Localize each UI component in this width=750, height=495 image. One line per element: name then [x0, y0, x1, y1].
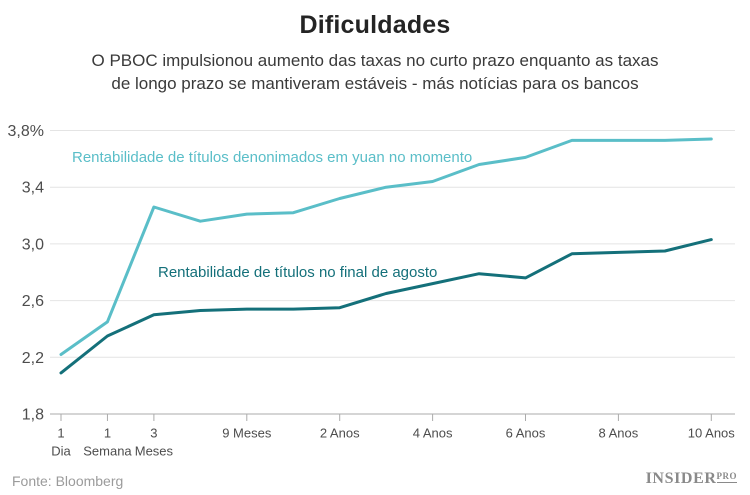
chart-subtitle: O PBOC impulsionou aumento das taxas no … [0, 50, 750, 95]
y-axis-label: 2,2 [22, 350, 44, 367]
y-axis-label: 3,0 [22, 236, 44, 253]
y-axis-label: 3,4 [22, 180, 44, 197]
y-axis-label: 3,8% [8, 123, 44, 140]
insiderpro-logo: INSIDERPRO [646, 470, 737, 488]
y-axis-label: 1,8 [22, 407, 44, 424]
series-line-august [59, 238, 713, 375]
x-axis-label: 2 Anos [320, 426, 360, 441]
x-axis-label: 8 Anos [599, 426, 639, 441]
y-axis-label: 2,6 [22, 293, 44, 310]
x-axis-label: 6 Anos [506, 426, 546, 441]
x-axis-label: 10 Anos [688, 426, 735, 441]
series-line-current [59, 137, 713, 356]
x-axis-label: 1 Dia [51, 426, 71, 459]
x-axis-label: 4 Anos [413, 426, 453, 441]
logo-sub-text: PRO [716, 471, 737, 483]
series-label-august: Rentabilidade de títulos no final de ago… [158, 264, 438, 281]
series-label-current: Rentabilidade de títulos denonimados em … [72, 149, 473, 166]
x-axis-label: 1 Semana [83, 426, 132, 459]
chart-title: Dificuldades [299, 11, 451, 39]
source-credit: Fonte: Bloomberg [12, 473, 124, 489]
x-axis-label: 9 Meses [222, 426, 272, 441]
chart-subtitle-line1: O PBOC impulsionou aumento das taxas no … [91, 51, 659, 70]
x-axis-label: 3 Meses [135, 426, 174, 459]
logo-main-text: INSIDER [645, 470, 717, 487]
chart-subtitle-line2: de longo prazo se mantiveram estáveis - … [111, 73, 639, 93]
